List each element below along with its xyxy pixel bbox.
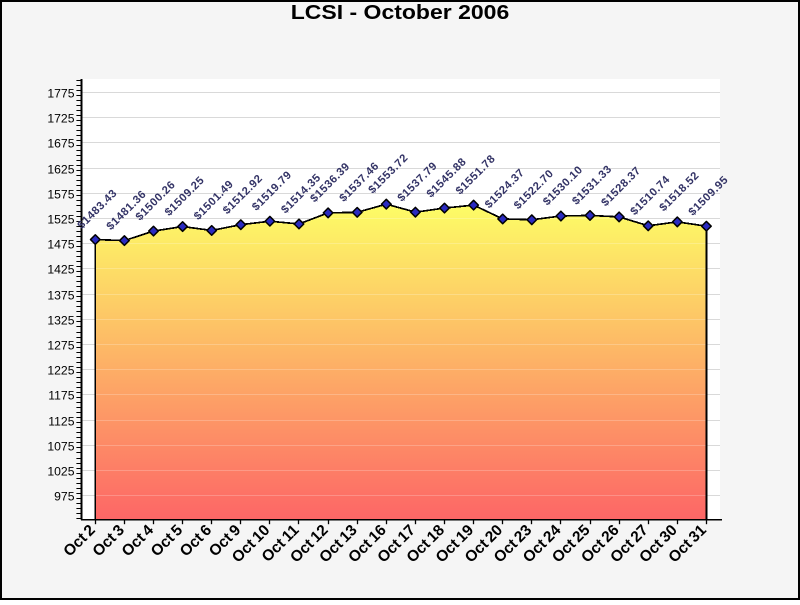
svg-text:1775: 1775 [47, 87, 74, 101]
svg-text:1325: 1325 [47, 314, 74, 328]
svg-text:1075: 1075 [47, 440, 74, 454]
svg-text:1375: 1375 [47, 289, 74, 303]
svg-text:1175: 1175 [48, 389, 74, 403]
svg-text:LCSI - October 2006: LCSI - October 2006 [291, 2, 510, 24]
svg-text:1625: 1625 [47, 163, 74, 177]
svg-text:1675: 1675 [47, 137, 74, 151]
svg-text:1425: 1425 [47, 263, 74, 277]
svg-text:1725: 1725 [47, 112, 74, 126]
svg-text:1275: 1275 [47, 339, 74, 353]
svg-text:1025: 1025 [47, 465, 74, 479]
svg-text:1575: 1575 [47, 188, 74, 202]
svg-text:1225: 1225 [47, 364, 74, 378]
svg-text:1525: 1525 [47, 213, 74, 227]
svg-text:1125: 1125 [48, 415, 74, 429]
svg-text:975: 975 [54, 490, 75, 504]
svg-text:1475: 1475 [47, 238, 74, 252]
